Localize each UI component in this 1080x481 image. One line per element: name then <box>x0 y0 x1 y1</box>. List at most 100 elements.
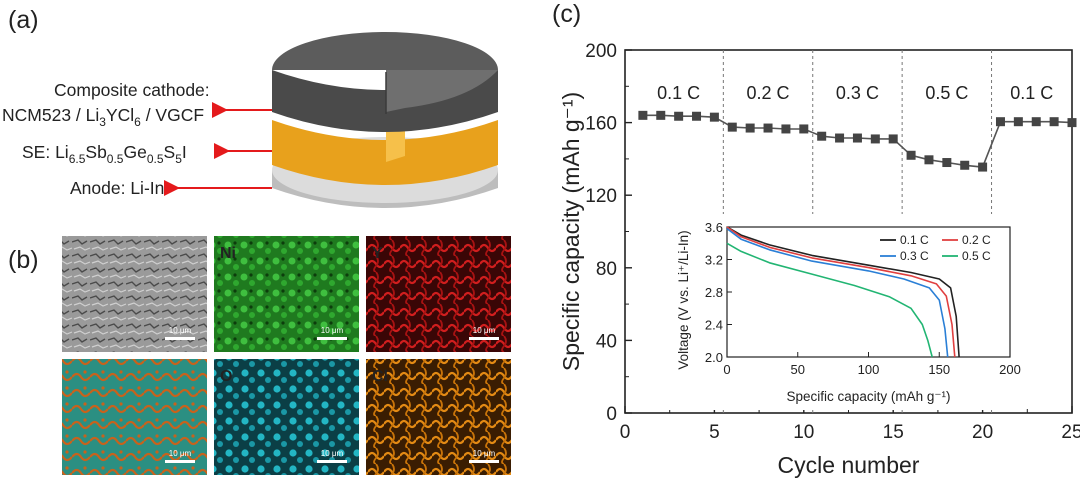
x-tick-label: 20 <box>972 422 993 443</box>
rate-label: 0.1 C <box>657 83 700 103</box>
y-tick-label: 200 <box>585 41 617 62</box>
y-tick-label: 0 <box>606 404 617 425</box>
capacity-point <box>656 110 666 120</box>
panel-label-c: (c) <box>552 0 581 28</box>
capacity-point <box>1049 117 1059 127</box>
inset-x-tick-label: 200 <box>999 362 1021 377</box>
capacity-point <box>995 117 1005 127</box>
inset-legend-label: 0.2 C <box>962 233 991 247</box>
x-tick-label: 0 <box>620 422 631 443</box>
inset-x-axis-title: Specific capacity (mAh g⁻¹) <box>787 389 951 404</box>
y-tick-label: 160 <box>585 114 617 135</box>
capacity-point <box>745 123 755 133</box>
capacity-point <box>817 131 827 141</box>
inset-y-tick-label: 3.6 <box>705 220 723 235</box>
capacity-point <box>942 158 952 168</box>
eds-map-O <box>214 359 359 475</box>
capacity-point <box>781 124 791 134</box>
inset-curve-0-5C <box>726 242 933 358</box>
scale-bar-label: 10 μm <box>169 326 192 335</box>
inset-curve-0-1C <box>726 226 960 358</box>
capacity-point <box>638 110 648 120</box>
capacity-point <box>727 122 737 132</box>
inset-legend-label: 0.3 C <box>900 249 929 263</box>
cell-stack-illustration <box>272 32 498 208</box>
rate-label: 0.5 C <box>925 83 968 103</box>
x-tick-label: 25 <box>1061 422 1080 443</box>
capacity-point <box>888 134 898 144</box>
inset-legend-label: 0.1 C <box>900 233 929 247</box>
rate-label: 0.1 C <box>1010 83 1053 103</box>
capacity-point <box>835 133 845 143</box>
inset-y-tick-label: 2.4 <box>705 318 723 333</box>
eds-map-Ni <box>214 236 359 352</box>
capacity-point <box>1013 117 1023 127</box>
scale-bar-label: 10 μm <box>473 449 496 458</box>
capacity-point <box>763 123 773 133</box>
inset-y-axis-title: Voltage (V vs. Li⁺/Li-In) <box>676 230 691 369</box>
inset-curve-0-3C <box>726 227 949 358</box>
x-axis-title: Cycle number <box>778 452 920 478</box>
anode-label: Anode: Li-In <box>70 178 164 198</box>
scale-bar <box>165 460 195 463</box>
electrolyte-layer <box>272 120 498 185</box>
cycling-chart: 0 5 10 15 20 25 0 40 80 120 160 200 Cycle number Spec… <box>558 41 1080 478</box>
eds-map-label: O <box>220 368 232 385</box>
inset-x-tick-label: 0 <box>723 362 730 377</box>
eds-map-Cl <box>366 359 511 475</box>
eds-map-overlay <box>62 359 207 475</box>
eds-map-sem <box>62 236 207 352</box>
cathode-layer-top <box>272 32 498 112</box>
rate-label: 0.2 C <box>747 83 790 103</box>
capacity-point <box>924 155 934 165</box>
scale-bar-label: 10 μm <box>473 326 496 335</box>
cathode-label-line2: NCM523 / Li3YCl6 / VGCF <box>2 105 204 129</box>
panel-label-b: (b) <box>8 246 39 274</box>
capacity-point <box>674 111 684 121</box>
capacity-point <box>906 150 916 160</box>
capacity-point <box>1067 118 1077 128</box>
capacity-point <box>870 134 880 144</box>
inset-x-tick-label: 100 <box>858 362 880 377</box>
cathode-label-line1: Composite cathode: <box>54 80 210 100</box>
inset-y-tick-label: 2.0 <box>705 350 723 365</box>
capacity-point <box>852 133 862 143</box>
capacity-point <box>692 111 702 121</box>
capacity-point <box>978 162 988 172</box>
eds-map-label: Y <box>372 245 383 262</box>
y-tick-label: 80 <box>596 259 617 280</box>
y-tick-label: 40 <box>596 331 617 352</box>
scale-bar-label: 10 μm <box>321 326 344 335</box>
inset-x-tick-label: 50 <box>791 362 805 377</box>
x-tick-label: 10 <box>793 422 814 443</box>
x-tick-label: 15 <box>883 422 904 443</box>
inset-background <box>668 214 1018 410</box>
rate-label: 0.3 C <box>836 83 879 103</box>
scale-bar <box>317 337 347 340</box>
inset-x-tick-label: 150 <box>928 362 950 377</box>
inset-curve-0-2C <box>726 226 956 358</box>
scale-bar <box>165 337 195 340</box>
scale-bar <box>317 460 347 463</box>
capacity-point <box>1031 117 1041 127</box>
y-axis-title: Specific capacity (mAh g⁻¹) <box>558 92 584 371</box>
scale-bar <box>469 460 499 463</box>
capacity-point <box>799 124 809 134</box>
electrolyte-label: SE: Li6.5Sb0.5Ge0.5S5I <box>22 142 187 166</box>
cathode-cut-face <box>386 70 498 112</box>
scale-bar <box>469 337 499 340</box>
eds-map-grid: 10 μm Ni 10 μm Y 10 μm 10 μm O 10 μm Cl 10 μm <box>62 236 511 475</box>
capacity-point <box>709 112 719 122</box>
eds-map-label: Cl <box>372 368 388 385</box>
scale-bar-label: 10 μm <box>321 449 344 458</box>
scale-bar-label: 10 μm <box>169 449 192 458</box>
capacity-point <box>960 160 970 170</box>
panel-label-a: (a) <box>8 6 39 34</box>
eds-map-label: Ni <box>220 245 236 262</box>
y-tick-label: 120 <box>585 186 617 207</box>
voltage-profile-inset: 0 50 100 150 200 2.0 2.4 2.8 3.2 3.6 Specific capa… <box>668 214 1021 410</box>
x-tick-label: 5 <box>709 422 720 443</box>
inset-y-tick-label: 2.8 <box>705 285 723 300</box>
eds-map-Y <box>366 236 511 352</box>
